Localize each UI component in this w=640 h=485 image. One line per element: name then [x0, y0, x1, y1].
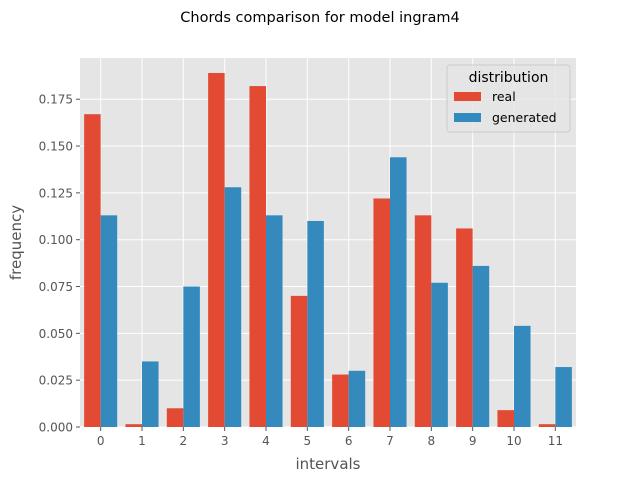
- y-tick-label: 0.025: [39, 374, 73, 388]
- legend-swatch-generated: [454, 113, 481, 122]
- bar-generated: [307, 220, 324, 427]
- y-tick-label: 0.050: [39, 327, 73, 341]
- y-tick-label: 0.175: [39, 93, 73, 107]
- legend: distribution real generated: [446, 64, 571, 133]
- bar-real: [249, 86, 266, 428]
- bar-real: [373, 198, 390, 427]
- x-tick-label: 4: [262, 434, 270, 448]
- bar-generated: [555, 367, 572, 427]
- x-tick-label: 1: [138, 434, 146, 448]
- x-tick-label: 3: [221, 434, 229, 448]
- x-tick-label: 7: [386, 434, 394, 448]
- y-axis: 0.000 0.025 0.050 0.075 0.100 0.125 0.150 0.175: [39, 93, 80, 435]
- x-axis-label: intervals: [295, 455, 360, 473]
- legend-label-generated: generated: [492, 110, 557, 125]
- chart-title: Chords comparison for model ingram4: [180, 10, 459, 26]
- bar-generated: [100, 215, 118, 427]
- bar-real: [84, 114, 101, 427]
- bar-real: [414, 215, 432, 427]
- x-tick-label: 8: [428, 434, 436, 448]
- bar-generated: [390, 157, 407, 427]
- y-tick-label: 0.150: [39, 140, 73, 154]
- legend-label-real: real: [492, 89, 516, 104]
- x-tick-label: 0: [97, 434, 105, 448]
- x-tick-label: 11: [548, 434, 563, 448]
- bar-generated: [514, 325, 531, 427]
- bars: [84, 72, 572, 428]
- y-tick-label: 0.075: [39, 280, 73, 294]
- bar-generated: [266, 215, 283, 427]
- bar-real: [125, 424, 142, 427]
- y-axis-label: frequency: [7, 205, 25, 280]
- bar-generated: [224, 187, 242, 427]
- bar-real: [208, 72, 225, 427]
- bar-generated: [142, 361, 159, 427]
- x-tick-label: 6: [345, 434, 353, 448]
- y-tick-label: 0.100: [39, 233, 73, 247]
- bar-generated: [183, 286, 200, 427]
- x-tick-label: 5: [304, 434, 312, 448]
- legend-swatch-real: [454, 92, 481, 101]
- bar-real: [332, 374, 349, 427]
- x-axis: 0 1 2 3 4 5 6 7 8 9 10 11: [97, 427, 563, 448]
- x-tick-label: 10: [506, 434, 521, 448]
- bar-real: [538, 424, 556, 427]
- legend-title: distribution: [469, 70, 549, 86]
- bar-real: [456, 228, 473, 427]
- y-tick-label: 0.125: [39, 186, 73, 200]
- x-tick-label: 2: [180, 434, 188, 448]
- bar-generated: [348, 370, 366, 427]
- bar-real: [166, 408, 184, 427]
- bar-real: [497, 410, 514, 427]
- bar-real: [290, 295, 308, 427]
- bar-generated: [431, 282, 448, 427]
- x-tick-label: 9: [469, 434, 477, 448]
- y-tick-label: 0.000: [39, 421, 73, 435]
- bar-generated: [472, 265, 490, 427]
